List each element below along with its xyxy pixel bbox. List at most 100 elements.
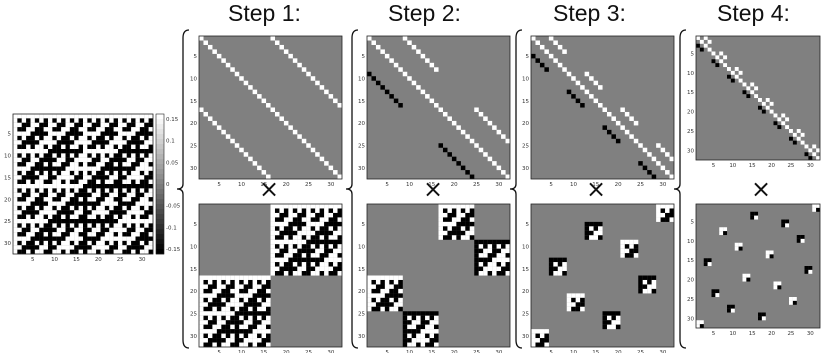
step-1-bottom-factor-cell [301, 235, 307, 240]
step-2-bottom-factor-cell [487, 262, 493, 267]
step-1-bottom-factor-cell [279, 266, 284, 272]
full-matrix-y-tick-label: 30 [4, 241, 11, 247]
step-2-top-factor-cell [465, 134, 470, 139]
step-1-bottom-factor-y-tick-label: 10 [190, 244, 197, 250]
step-2-bottom-factor-cell [389, 284, 394, 289]
step-1-bottom-factor-cell [225, 311, 231, 316]
full-matrix-cell [122, 214, 127, 220]
step-2-bottom-factor-cell [420, 324, 426, 330]
step-1-bottom-factor-cell [270, 212, 276, 218]
full-matrix-cell [30, 140, 35, 145]
step-2-top-factor-cell [474, 107, 479, 113]
step-2-bottom-factor-cell [456, 217, 461, 222]
full-matrix-cell [34, 219, 40, 224]
step-1-bottom-factor-cell [239, 275, 244, 281]
full-matrix-cell [104, 227, 110, 233]
full-matrix-cell [13, 144, 18, 150]
full-matrix-cell [144, 184, 149, 189]
full-matrix-cell [100, 127, 105, 132]
step-2-top-factor-cell [478, 147, 484, 153]
step-1-bottom-factor-cell [301, 262, 307, 267]
full-matrix-cell [91, 184, 97, 189]
full-matrix-cell [52, 227, 57, 233]
full-matrix-cell [65, 140, 70, 145]
step-3-bottom-factor-cell [611, 311, 616, 316]
step-3-bottom-factor-cell [633, 253, 639, 258]
full-matrix-cell [56, 179, 62, 185]
step-1-bottom-factor-cell [239, 279, 244, 285]
step-3-bottom-factor-cell [575, 297, 581, 303]
step-1-bottom-factor-cell [301, 230, 307, 236]
step-2-top-factor-cell [420, 53, 426, 59]
step-2-bottom-factor-cell [384, 306, 390, 312]
full-matrix-cell [30, 240, 35, 246]
full-matrix-cell [48, 140, 53, 145]
step-1-bottom-factor-cell [199, 275, 204, 281]
full-matrix-y-tick-label: 5 [8, 132, 12, 138]
full-matrix-cell [87, 192, 92, 198]
step-2-bottom-factor-cell [416, 315, 421, 321]
full-matrix-cell [148, 162, 154, 167]
step-2-top-factor-cell [496, 129, 502, 135]
step-4-top-factor-cell [796, 129, 801, 133]
full-matrix-cell [61, 210, 66, 215]
full-matrix-cell [96, 192, 101, 198]
step-1-bottom-factor-cell [333, 266, 338, 272]
step-2-bottom-factor-cell [496, 262, 502, 267]
step-1-bottom-factor-cell [216, 279, 222, 285]
full-matrix-cell [13, 149, 18, 154]
step-1-bottom-factor-cell [225, 293, 231, 298]
step-3-top-factor-cell [553, 40, 558, 45]
step-2-bottom-factor-cell [389, 275, 394, 281]
step-3-bottom-factor-cell [633, 248, 639, 254]
colorbar-segment [156, 194, 164, 200]
step-3-bottom-factor-cell [531, 338, 536, 343]
step-4-top-factor-cell [719, 59, 724, 64]
full-matrix-cell [43, 197, 49, 202]
full-matrix-cell [148, 149, 154, 154]
colorbar-segment [156, 244, 164, 250]
full-matrix-cell [65, 227, 70, 233]
full-matrix-cell [113, 201, 119, 206]
step-4-top-factor-cell [711, 51, 716, 56]
full-matrix-cell [135, 227, 140, 233]
step-1-bottom-factor-cell [315, 266, 320, 272]
step-2-top-factor-x-tick-label: 30 [495, 182, 502, 188]
full-matrix-cell [69, 240, 75, 246]
full-matrix-cell [118, 135, 123, 141]
step-1-bottom-factor-x-tick-label: 20 [283, 350, 290, 353]
full-matrix-cell [144, 127, 149, 132]
step-1-bottom-factor-cell [261, 338, 267, 343]
step-1-bottom-factor-cell [288, 271, 293, 276]
step-1-bottom-factor-cell [230, 342, 235, 348]
step-2-bottom-factor-cell [483, 244, 488, 249]
step-1-bottom-factor-cell [297, 248, 302, 254]
step-3-bottom-factor-cell [584, 226, 590, 231]
step-1-bottom-factor-cell [207, 279, 213, 285]
step-4-bottom-factor-cell [727, 304, 731, 309]
full-matrix-cell [100, 170, 105, 176]
step-2-bottom-factor-cell [425, 324, 430, 330]
step-2-bottom-factor-cell [380, 279, 385, 285]
full-matrix-cell [91, 192, 97, 198]
full-matrix-cell [52, 114, 57, 119]
full-matrix-cell [144, 197, 149, 202]
step-1-bottom-factor-cell [207, 315, 213, 321]
step-1-bottom-factor-cell [239, 311, 244, 316]
full-matrix-cell [96, 157, 101, 163]
step-1-bottom-factor-cell [257, 297, 262, 303]
step-2-bottom-factor-cell [375, 302, 381, 307]
full-matrix-cell [43, 188, 49, 193]
step-1-top-factor-cell [324, 89, 329, 95]
step-2-bottom-factor-cell [460, 212, 466, 218]
step-2-bottom-factor-cell [447, 230, 452, 236]
full-matrix-cell [78, 131, 84, 136]
step-1-bottom-factor-cell [199, 297, 204, 303]
full-matrix-cell [61, 249, 66, 255]
step-4-top-factor-cell [808, 148, 813, 153]
step-1-bottom-factor-cell [315, 230, 320, 236]
step-3-bottom-factor-cell [584, 235, 590, 240]
step-3-bottom-factor-cell [665, 204, 670, 209]
full-matrix-cell [126, 236, 132, 241]
full-matrix-cell [96, 188, 101, 193]
